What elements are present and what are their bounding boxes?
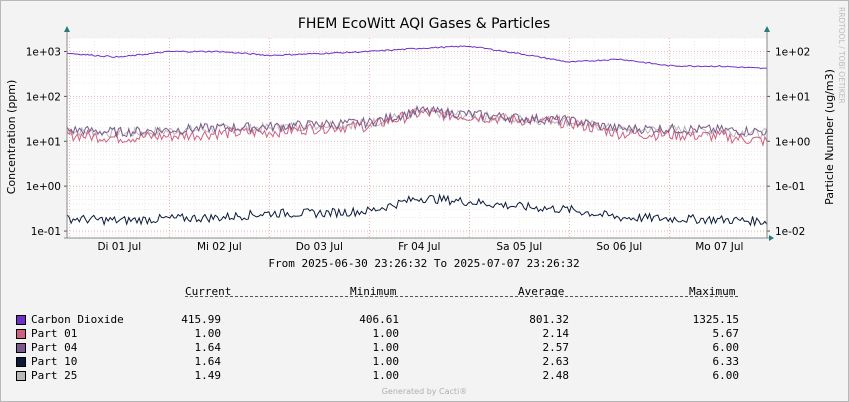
legend-maximum-value: 5.67 bbox=[712, 327, 740, 340]
y2-axis-label: Particle Number (ug/m3) bbox=[823, 69, 836, 205]
legend-series-name: Part 10 bbox=[31, 355, 78, 368]
x-tick-label: Sa 05 Jul bbox=[496, 241, 542, 253]
legend-average-value: 2.63 bbox=[542, 355, 570, 368]
legend-row: Part 04 1.64 1.00 2.57 6.00 bbox=[1, 341, 848, 355]
y-axis-arrow-icon bbox=[64, 26, 70, 32]
legend-current-value: 1.00 bbox=[194, 327, 222, 340]
legend-current-value: 1.49 bbox=[194, 369, 222, 382]
y-tick-label: 1e-01 bbox=[31, 226, 61, 238]
y2-tick-label: 1e-02 bbox=[775, 226, 805, 238]
col-header-current: Current bbox=[185, 285, 232, 298]
legend-divider bbox=[185, 296, 738, 297]
legend-maximum-value: 6.00 bbox=[712, 369, 740, 382]
col-header-maximum: Maximum bbox=[689, 285, 736, 298]
col-header-average: Average bbox=[518, 285, 565, 298]
legend-maximum-value: 6.33 bbox=[712, 355, 740, 368]
series-line-part-01 bbox=[66, 108, 768, 147]
y-tick-label: 1e+01 bbox=[26, 136, 61, 148]
y2-tick-label: 1e-01 bbox=[775, 181, 805, 193]
legend-average-value: 2.48 bbox=[542, 369, 570, 382]
legend-average-value: 2.14 bbox=[542, 327, 570, 340]
y2-tick-label: 1e+02 bbox=[775, 47, 810, 59]
x-tick-label: Do 03 Jul bbox=[296, 241, 343, 253]
legend-maximum-value: 6.00 bbox=[712, 341, 740, 354]
x-tick-label: Fr 04 Jul bbox=[398, 241, 440, 253]
legend-series-name: Carbon Dioxide bbox=[31, 313, 124, 326]
y2-tick-label: 1e+00 bbox=[775, 136, 810, 148]
legend-row: Part 25 1.49 1.00 2.48 6.00 bbox=[1, 369, 848, 383]
x-tick-label: So 06 Jul bbox=[596, 241, 642, 253]
y2-tick-label: 1e+01 bbox=[775, 91, 810, 103]
legend-maximum-value: 1325.15 bbox=[692, 313, 739, 326]
x-tick-label: Mo 07 Jul bbox=[695, 241, 743, 253]
legend-minimum-value: 1.00 bbox=[372, 355, 400, 368]
chart-title: FHEM EcoWitt AQI Gases & Particles bbox=[298, 16, 550, 32]
legend-current-value: 1.64 bbox=[194, 341, 222, 354]
legend-swatch bbox=[16, 343, 26, 353]
watermark: RRDTOOL / TOBI OETIKER bbox=[837, 7, 846, 104]
legend-series-name: Part 04 bbox=[31, 341, 78, 354]
col-header-minimum: Minimum bbox=[350, 285, 397, 298]
legend-swatch bbox=[16, 315, 26, 325]
y-axis-label: Concentration (ppm) bbox=[5, 80, 18, 195]
legend-minimum-value: 1.00 bbox=[372, 369, 400, 382]
y-tick-label: 1e+03 bbox=[26, 47, 61, 59]
legend-current-value: 1.64 bbox=[194, 355, 222, 368]
plot-area: 1e-01 1e+00 1e+01 1e+02 1e+03 1e-02 1e-01 1e+00… bbox=[26, 26, 810, 253]
x-tick-label: Mi 02 Jul bbox=[197, 241, 242, 253]
series-line-part-10 bbox=[66, 193, 768, 228]
legend-minimum-value: 406.61 bbox=[359, 313, 399, 326]
legend-series-name: Part 25 bbox=[31, 369, 78, 382]
legend-row: Part 10 1.64 1.00 2.63 6.33 bbox=[1, 355, 848, 369]
legend-swatch bbox=[16, 371, 26, 381]
y-tick-label: 1e+02 bbox=[26, 91, 61, 103]
plot-background bbox=[67, 38, 767, 238]
legend-minimum-value: 1.00 bbox=[372, 341, 400, 354]
series-line-part-04 bbox=[66, 104, 768, 138]
legend-average-value: 2.57 bbox=[542, 341, 570, 354]
time-range-label: From 2025-06-30 23:26:32 To 2025-07-07 2… bbox=[268, 257, 579, 270]
y2-axis-arrow-icon bbox=[764, 26, 770, 32]
footer-credit: Generated by Cacti® bbox=[381, 387, 468, 396]
legend-minimum-value: 1.00 bbox=[372, 327, 400, 340]
legend-swatch bbox=[16, 357, 26, 367]
legend-swatch bbox=[16, 329, 26, 339]
legend-average-value: 801.32 bbox=[529, 313, 569, 326]
legend-series-name: Part 01 bbox=[31, 327, 78, 340]
legend-row: Carbon Dioxide 415.99 406.61 801.32 1325.15 bbox=[1, 313, 848, 327]
y-tick-label: 1e+00 bbox=[26, 181, 61, 193]
x-tick-label: Di 01 Jul bbox=[97, 241, 141, 253]
x-axis-arrow-icon bbox=[769, 235, 774, 241]
legend-current-value: 415.99 bbox=[181, 313, 221, 326]
series-line-carbon-dioxide bbox=[66, 45, 768, 70]
chart-svg: FHEM EcoWitt AQI Gases & Particles RRDTO… bbox=[5, 7, 846, 270]
legend-row: Part 01 1.00 1.00 2.14 5.67 bbox=[1, 327, 848, 341]
